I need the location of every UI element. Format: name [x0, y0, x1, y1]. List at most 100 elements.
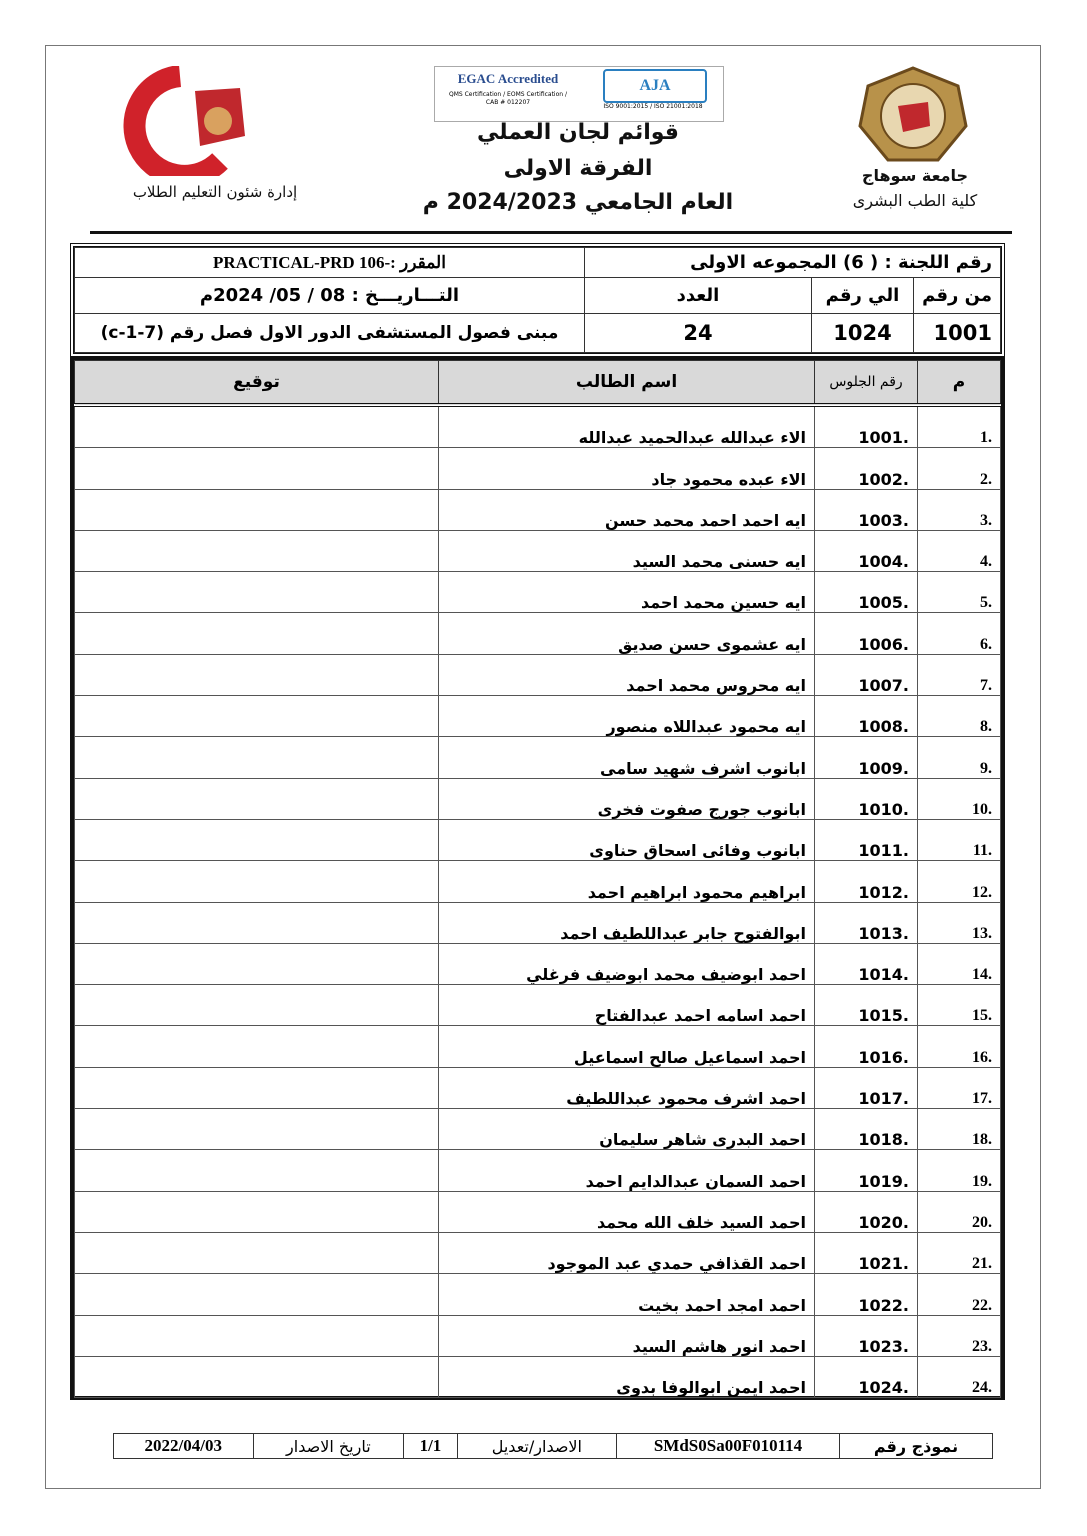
seat-number: 1018. — [814, 1108, 918, 1151]
row-index: 21. — [917, 1231, 1001, 1275]
row-index: 20. — [917, 1190, 1001, 1233]
row-index: 3. — [917, 488, 1001, 531]
table-row: 7. 1007. ايه محروس محمد احمد — [74, 653, 1001, 697]
row-index: 19. — [917, 1149, 1001, 1192]
table-row: 19. 1019. احمد السمان عبدالدايم احمد — [74, 1149, 1001, 1192]
row-index: 23. — [917, 1314, 1001, 1357]
page-border — [45, 45, 1041, 1489]
seat-number: 1023. — [814, 1314, 918, 1357]
row-index: 1. — [917, 404, 1001, 449]
header-seat-number: رقم الجلوس — [814, 360, 918, 407]
version-value: 1/1 — [403, 1433, 458, 1459]
signature-cell[interactable] — [74, 488, 439, 531]
seat-number: 1009. — [814, 736, 918, 779]
from-label: من رقم — [913, 277, 1001, 314]
signature-cell[interactable] — [74, 404, 439, 449]
student-name: احمد امجد احمد بخيت — [438, 1273, 815, 1316]
row-index: 5. — [917, 571, 1001, 614]
seat-number: 1005. — [814, 571, 918, 614]
signature-cell[interactable] — [74, 984, 439, 1027]
student-affairs-dept: إدارة شئون التعليم الطلاب — [132, 183, 298, 201]
table-row: 11. 1011. ابانوب وفائى اسحاق حناوى — [74, 818, 1001, 862]
signature-cell[interactable] — [74, 447, 439, 490]
table-row: 12. 1012. ابراهيم محمود ابراهيم احمد — [74, 860, 1001, 903]
signature-cell[interactable] — [74, 653, 439, 697]
student-name: احمد اشرف محمود عبداللطيف — [438, 1066, 815, 1110]
signature-cell[interactable] — [74, 1314, 439, 1357]
signature-cell[interactable] — [74, 571, 439, 614]
signature-cell[interactable] — [74, 777, 439, 820]
row-index: 16. — [917, 1025, 1001, 1068]
signature-cell[interactable] — [74, 1231, 439, 1275]
signature-cell[interactable] — [74, 860, 439, 903]
version-label: الاصدار/تعديل — [456, 1433, 618, 1459]
row-index: 22. — [917, 1273, 1001, 1316]
student-name: ابوالفتوح جابر عبداللطيف احمد — [438, 901, 815, 944]
table-row: 21. 1021. احمد القذافي حمدي عبد الموجود — [74, 1231, 1001, 1275]
seat-number: 1015. — [814, 984, 918, 1027]
student-name: ابانوب وفائى اسحاق حناوى — [438, 818, 815, 862]
header-divider — [90, 231, 1012, 234]
student-name: ايه حسين محمد احمد — [438, 571, 815, 614]
signature-cell[interactable] — [74, 1273, 439, 1316]
signature-cell[interactable] — [74, 736, 439, 779]
signature-cell[interactable] — [74, 695, 439, 738]
table-row: 22. 1022. احمد امجد احمد بخيت — [74, 1273, 1001, 1316]
to-value: 1024 — [811, 313, 914, 353]
student-name: احمد القذافي حمدي عبد الموجود — [438, 1231, 815, 1275]
student-name: احمد السمان عبدالدايم احمد — [438, 1149, 815, 1192]
table-row: 17. 1017. احمد اشرف محمود عبداللطيف — [74, 1066, 1001, 1110]
signature-cell[interactable] — [74, 1149, 439, 1192]
seat-number: 1008. — [814, 695, 918, 738]
table-row: 6. 1006. ايه عشموى حسن صديق — [74, 612, 1001, 655]
seat-number: 1010. — [814, 777, 918, 820]
student-name: ابراهيم محمود ابراهيم احمد — [438, 860, 815, 903]
title-academic-year: العام الجامعي 2024/2023 م — [422, 190, 734, 215]
seat-number: 1019. — [814, 1149, 918, 1192]
signature-cell[interactable] — [74, 1108, 439, 1151]
student-name: ايه احمد احمد محمد حسن — [438, 488, 815, 531]
table-row: 14. 1014. احمد ابوضيف محمد ابوضيف فرغلي — [74, 942, 1001, 986]
aja-logo: AJA — [603, 69, 707, 103]
issue-date-label: تاريخ الاصدار — [252, 1433, 405, 1459]
row-index: 7. — [917, 653, 1001, 697]
header-index: م — [917, 360, 1001, 407]
issue-date-value: 2022/04/03 — [113, 1433, 254, 1459]
exam-date: التـــاريـــخ : 08 / 05/ 2024م — [74, 277, 585, 314]
title-year-level: الفرقة الاولى — [503, 156, 653, 181]
row-index: 8. — [917, 695, 1001, 738]
seat-number: 1021. — [814, 1231, 918, 1275]
seat-number: 1022. — [814, 1273, 918, 1316]
student-name: احمد انور هاشم السيد — [438, 1314, 815, 1357]
student-name: الاء عبدالله عبدالحميد عبدالله — [438, 404, 815, 449]
signature-cell[interactable] — [74, 529, 439, 573]
table-row: 1. 1001. الاء عبدالله عبدالحميد عبدالله — [74, 404, 1001, 449]
student-name: ابانوب جورج صفوت فخرى — [438, 777, 815, 820]
table-row: 23. 1023. احمد انور هاشم السيد — [74, 1314, 1001, 1357]
row-index: 14. — [917, 942, 1001, 986]
table-row: 2. 1002. الاء عبده محمود جاد — [74, 447, 1001, 490]
committee-number: رقم اللجنة : ( 6) المجموعه الاولى — [584, 247, 1001, 278]
table-row: 4. 1004. ايه حسنى محمد السيد — [74, 529, 1001, 573]
seat-number: 1017. — [814, 1066, 918, 1110]
signature-cell[interactable] — [74, 1066, 439, 1110]
sohag-university-seal-logo — [858, 66, 968, 162]
form-footer: نموذج رقم SMdS0Sa00F010114 الاصدار/تعديل… — [113, 1433, 993, 1459]
seat-number: 1013. — [814, 901, 918, 944]
egac-logo: EGAC Accredited — [457, 71, 559, 86]
signature-cell[interactable] — [74, 1355, 439, 1399]
table-row: 10. 1010. ابانوب جورج صفوت فخرى — [74, 777, 1001, 820]
table-row: 9. 1009. ابانوب اشرف شهيد سامى — [74, 736, 1001, 779]
student-name: ايه محمود عبداللاه منصور — [438, 695, 815, 738]
student-name: احمد البدرى شاهر سليمان — [438, 1108, 815, 1151]
signature-cell[interactable] — [74, 612, 439, 655]
signature-cell[interactable] — [74, 1025, 439, 1068]
signature-cell[interactable] — [74, 942, 439, 986]
row-index: 15. — [917, 984, 1001, 1027]
signature-cell[interactable] — [74, 901, 439, 944]
signature-cell[interactable] — [74, 818, 439, 862]
row-index: 24. — [917, 1355, 1001, 1399]
signature-cell[interactable] — [74, 1190, 439, 1233]
seat-number: 1012. — [814, 860, 918, 903]
table-row: 16. 1016. احمد اسماعيل صالح اسماعيل — [74, 1025, 1001, 1068]
